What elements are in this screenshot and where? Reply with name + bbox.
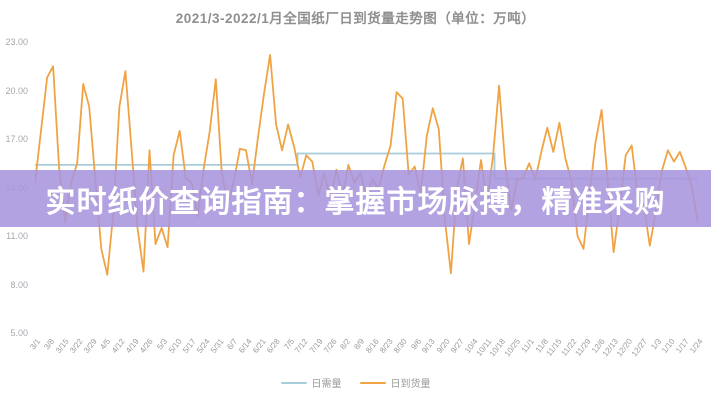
- legend-item-arrival: 日到货量: [359, 375, 431, 390]
- y-tick-label: 17.00: [5, 134, 28, 144]
- x-tick-label: 8/16: [364, 337, 381, 355]
- x-tick-label: 1/10: [660, 337, 677, 355]
- x-tick-label: 5/31: [208, 337, 226, 355]
- x-tick-label: 3/22: [67, 337, 85, 355]
- x-tick-label: 9/13: [420, 337, 438, 355]
- legend-item-demand: 日需量: [280, 375, 342, 390]
- x-tick-label: 8/30: [392, 337, 409, 355]
- legend-label-arrival: 日到货量: [390, 379, 431, 390]
- y-tick-label: 23.00: [5, 37, 28, 47]
- x-tick-label: 5/24: [194, 337, 212, 355]
- y-tick-label: 8.00: [10, 279, 28, 290]
- x-tick-label: 5/17: [180, 337, 198, 355]
- demand-line-swatch: [280, 381, 307, 384]
- x-tick-label: 8/23: [378, 337, 395, 355]
- x-tick-label: 7/12: [293, 337, 311, 355]
- x-tick-label: 8/2: [338, 337, 353, 352]
- x-tick-label: 9/27: [448, 337, 466, 355]
- x-tick-label: 1/17: [674, 337, 691, 355]
- x-tick-label: 7/19: [307, 337, 325, 355]
- y-tick-label: 11.00: [6, 231, 28, 241]
- x-tick-label: 4/12: [110, 337, 127, 355]
- x-tick-label: 3/29: [81, 337, 99, 355]
- x-tick-label: 11/1: [519, 337, 536, 355]
- promo-banner: 实时纸价查询指南：掌握市场脉搏，精准采购: [0, 170, 711, 227]
- x-tick-label: 6/28: [265, 337, 282, 355]
- x-tick-label: 7/26: [321, 337, 339, 355]
- x-tick-label: 1/24: [688, 337, 706, 355]
- x-tick-label: 9/20: [434, 337, 452, 355]
- promo-banner-text: 实时纸价查询指南：掌握市场脉搏，精准采购: [45, 185, 666, 219]
- y-tick-label: 5.00: [10, 328, 28, 338]
- x-tick-label: 4/19: [124, 337, 141, 355]
- chart-title: 2021/3-2022/1月全国纸厂日到货量走势图（单位：万吨）: [175, 11, 536, 26]
- x-tick-label: 6/21: [251, 337, 268, 355]
- arrival-line-swatch: [359, 381, 386, 384]
- y-tick-label: 20.00: [5, 85, 28, 96]
- legend: 日需量 日到货量: [0, 375, 711, 390]
- x-tick-label: 4/26: [138, 337, 155, 355]
- legend-label-demand: 日需量: [311, 379, 342, 390]
- x-tick-label: 6/14: [237, 337, 254, 355]
- x-tick-label: 5/10: [166, 337, 184, 355]
- x-tick-label: 3/1: [28, 337, 43, 352]
- x-tick-label: 11/22: [559, 337, 579, 358]
- x-tick-label: 3/15: [53, 337, 71, 355]
